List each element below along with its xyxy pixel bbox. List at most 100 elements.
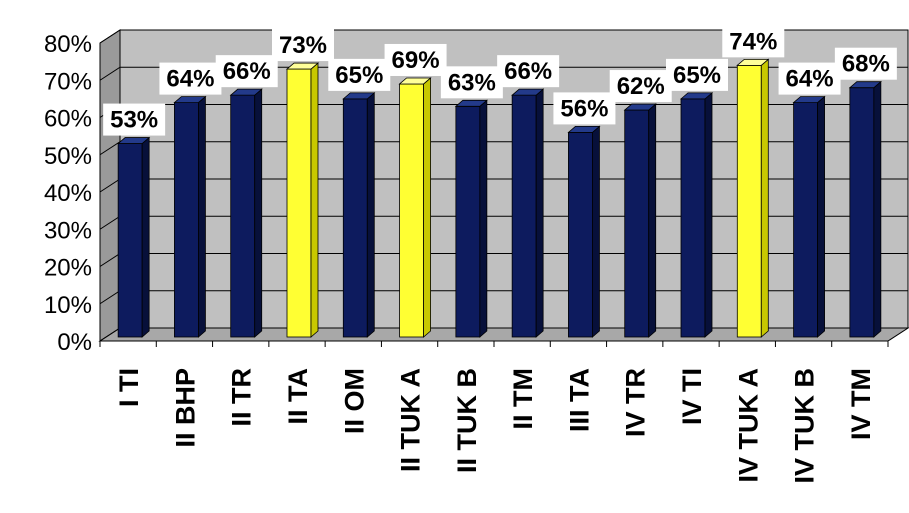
data-label-text: 64% — [166, 66, 214, 93]
x-tick-label: II TR — [227, 368, 257, 427]
bar-top — [285, 62, 320, 70]
bar — [567, 125, 601, 338]
data-label-text: 69% — [392, 47, 440, 74]
y-tick-label: 20% — [44, 255, 92, 282]
bar-side — [366, 92, 375, 338]
gridline — [99, 66, 908, 81]
data-label-text: 68% — [842, 51, 890, 78]
x-tick-label: IV TUK A — [733, 368, 763, 483]
x-tick-label: II TA — [283, 368, 313, 425]
bar-top — [679, 92, 714, 100]
y-tick-label: 60% — [44, 106, 92, 133]
bar-front — [793, 102, 818, 338]
data-label: 74% — [722, 25, 785, 58]
bar-side — [648, 103, 657, 338]
bar-front — [399, 83, 424, 338]
bar-front — [624, 109, 650, 338]
x-tick-label: II OM — [339, 368, 369, 434]
data-label-box — [103, 103, 166, 136]
data-label: 65% — [328, 58, 391, 91]
bar-side — [704, 92, 713, 338]
bar — [454, 99, 488, 338]
data-label-box — [272, 29, 334, 62]
bar-side — [310, 62, 319, 338]
bar — [117, 136, 151, 338]
data-label: 63% — [440, 66, 503, 99]
bar-front — [230, 94, 256, 338]
bar-side — [254, 88, 263, 338]
x-tick-label: III TA — [564, 368, 594, 432]
category-labels: I TI II BHP II TR II TA II OM II TUK A II TUK … — [114, 368, 876, 484]
x-tick-label: IV TI — [677, 368, 707, 425]
data-label-text: 74% — [729, 28, 777, 55]
bar-side — [535, 88, 544, 338]
data-label: 62% — [609, 70, 672, 103]
x-tick-label: II TUK B — [452, 368, 482, 473]
x-tick-label: IV TM — [846, 368, 876, 440]
bar-front — [342, 98, 368, 338]
bar-front — [117, 143, 143, 338]
bar — [792, 95, 826, 338]
data-label: 68% — [834, 47, 897, 80]
bar-side — [141, 136, 150, 338]
data-label-text: 63% — [448, 69, 496, 96]
bar-side — [592, 125, 600, 338]
data-label-text: 66% — [223, 58, 271, 85]
y-tick-label: 50% — [44, 143, 92, 170]
x-tick-label: II TUK A — [396, 368, 426, 472]
y-tick-label: 70% — [44, 68, 92, 95]
x-tick-label: IV TUK B — [790, 368, 820, 484]
data-label-text: 62% — [617, 73, 665, 100]
bar-top — [792, 96, 826, 103]
data-label-text: 65% — [335, 62, 383, 89]
data-label-box — [440, 66, 503, 99]
y-tick-label: 30% — [44, 217, 92, 244]
data-label-box — [215, 55, 278, 88]
bar — [511, 88, 545, 338]
data-label-box — [722, 25, 785, 58]
x-tick-label: I TI — [114, 368, 144, 407]
bar-top — [398, 77, 432, 85]
bar-top — [342, 92, 376, 100]
data-label-text: 66% — [504, 58, 552, 85]
data-label-box — [384, 43, 447, 76]
bar-side — [423, 77, 431, 338]
bar-top — [567, 126, 601, 133]
bar — [398, 77, 432, 338]
bar-top — [229, 88, 263, 96]
data-label-text: 53% — [110, 107, 158, 134]
y-tick-label: 40% — [44, 180, 92, 207]
bars — [117, 58, 882, 338]
bar-top — [736, 58, 770, 66]
y-tick-label: 80% — [44, 31, 92, 58]
bar — [342, 92, 376, 338]
data-label-box — [834, 47, 897, 80]
bar-top — [623, 103, 657, 111]
data-label-box — [328, 58, 391, 91]
bar — [229, 88, 263, 338]
data-label: 73% — [272, 29, 334, 62]
bar-side — [873, 80, 882, 338]
data-label-box — [497, 55, 560, 88]
bar-side — [760, 58, 769, 338]
bar-front — [736, 64, 762, 338]
data-label: 66% — [215, 55, 278, 88]
x-tick-label: II TM — [508, 368, 538, 430]
data-label-box — [553, 92, 616, 125]
gridline — [99, 29, 908, 44]
data-label: 64% — [778, 62, 841, 95]
floor — [98, 327, 909, 342]
bar-top — [511, 88, 545, 96]
bar — [173, 95, 207, 338]
data-label-box — [778, 62, 841, 95]
bar — [679, 92, 714, 338]
bar — [285, 62, 320, 338]
data-label-box — [159, 62, 222, 95]
bar-front — [174, 102, 199, 338]
y-axis: 0% 10% 20% 30% 40% 50% 60% 70% 80% — [44, 31, 889, 356]
data-label: 65% — [666, 58, 728, 91]
data-label: 53% — [103, 103, 166, 136]
bar-top — [117, 137, 151, 144]
bar — [736, 58, 770, 338]
bar-front — [455, 105, 481, 338]
